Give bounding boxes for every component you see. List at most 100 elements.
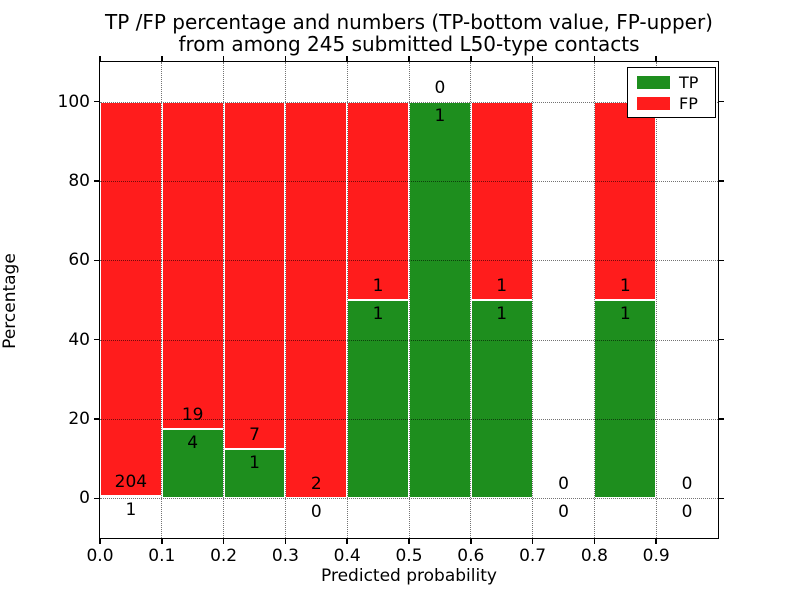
x-tick-top-0.1 — [161, 56, 163, 62]
x-tick-top-0.3 — [284, 56, 287, 62]
legend-entry-tp: TP — [628, 72, 715, 93]
bar-segment-fp-0 — [100, 101, 162, 497]
y-tick-right-40 — [718, 338, 724, 341]
bar-segment-tp-6 — [470, 300, 533, 499]
y-tick-right-0 — [718, 497, 724, 500]
x-tick-top-0.4 — [346, 56, 348, 62]
y-tick-left-40 — [94, 338, 100, 341]
y-tick-label-60: 60 — [68, 250, 90, 271]
chart-title-line2: from among 245 submitted L50-type contac… — [178, 32, 640, 56]
y-tick-label-100: 100 — [57, 91, 90, 112]
y-tick-label-0: 0 — [79, 488, 90, 509]
tp-count-label-4: 1 — [372, 304, 384, 324]
chart-title-line1: TP /FP percentage and numbers (TP-bottom… — [105, 10, 713, 34]
fp-count-label-8: 1 — [619, 276, 631, 296]
tp-count-label-3: 0 — [310, 502, 322, 523]
x-tick-top-0.2 — [222, 56, 225, 62]
tp-count-label-9: 0 — [681, 502, 693, 523]
x-tick-label-0.1: 0.1 — [148, 546, 176, 566]
x-tick-label-0.4: 0.4 — [333, 546, 361, 566]
x-tick-label-0.6: 0.6 — [457, 546, 485, 566]
legend-label-tp: TP — [679, 72, 699, 92]
bar-segment-fp-2 — [223, 101, 286, 449]
gridline-v-0.1 — [161, 62, 163, 538]
y-tick-left-80 — [94, 180, 100, 182]
gridline-v-0.9 — [655, 62, 657, 538]
legend-entry-fp: FP — [628, 93, 715, 114]
gridline-v-0.3 — [284, 62, 286, 538]
fp-count-label-4: 1 — [372, 276, 384, 296]
gridline-v-0.5 — [408, 62, 410, 538]
fp-count-label-2: 7 — [249, 424, 260, 445]
chart-title: TP /FP percentage and numbers (TP-bottom… — [100, 11, 718, 55]
fp-count-label-6: 1 — [496, 276, 508, 296]
tp-count-label-5: 1 — [434, 105, 446, 126]
x-axis-label: Predicted probability — [321, 566, 497, 586]
x-tick-bottom-0.1 — [161, 538, 163, 544]
fp-count-label-3: 2 — [310, 474, 322, 495]
tp-count-label-2: 1 — [249, 452, 260, 473]
y-tick-left-20 — [94, 418, 100, 420]
y-tick-left-60 — [94, 259, 100, 262]
gridline-v-0.7 — [532, 62, 534, 538]
y-tick-right-100 — [718, 100, 724, 103]
x-tick-bottom-0.4 — [346, 538, 348, 544]
bar-segment-tp-8 — [594, 300, 657, 499]
tp-count-label-0: 1 — [125, 500, 137, 521]
x-tick-top-0.9 — [655, 56, 657, 62]
fp-count-label-9: 0 — [681, 474, 693, 495]
x-tick-label-0.8: 0.8 — [580, 546, 608, 566]
x-tick-bottom-0.3 — [284, 538, 287, 544]
x-tick-top-0.7 — [531, 56, 534, 62]
x-tick-bottom-0.9 — [655, 538, 657, 544]
x-tick-bottom-0.6 — [470, 538, 472, 544]
tp-count-label-7: 0 — [558, 502, 569, 523]
bar-segment-tp-1 — [161, 429, 224, 499]
bar-segment-fp-3 — [285, 101, 348, 499]
y-tick-right-60 — [718, 259, 724, 262]
y-tick-label-20: 20 — [68, 409, 90, 429]
fp-count-label-1: 19 — [181, 405, 204, 426]
x-tick-bottom-0 — [99, 538, 101, 544]
x-tick-label-0.3: 0.3 — [271, 546, 299, 566]
legend: TP FP — [627, 67, 716, 118]
legend-swatch-tp-icon — [637, 76, 670, 89]
x-tick-label-0.2: 0.2 — [210, 546, 238, 566]
x-tick-bottom-0.2 — [222, 538, 225, 544]
y-tick-label-80: 80 — [68, 171, 90, 191]
x-tick-top-0.6 — [470, 56, 472, 62]
fp-count-label-7: 0 — [558, 474, 569, 495]
bar-segment-fp-1 — [161, 101, 224, 430]
x-tick-bottom-0.7 — [531, 538, 534, 544]
gridline-v-0.6 — [470, 62, 472, 538]
y-tick-right-80 — [718, 180, 724, 182]
x-tick-label-0.7: 0.7 — [519, 546, 547, 566]
y-axis-label: Percentage — [0, 253, 20, 349]
y-tick-left-100 — [94, 100, 100, 103]
x-tick-top-0.5 — [408, 56, 410, 62]
legend-label-fp: FP — [679, 93, 698, 113]
x-tick-label-0.9: 0.9 — [642, 546, 670, 566]
bar-segment-tp-5 — [409, 101, 471, 499]
bar-segment-tp-4 — [347, 300, 409, 499]
gridline-v-0.4 — [346, 62, 348, 538]
x-tick-label-0.5: 0.5 — [395, 546, 423, 566]
gridline-v-0.8 — [593, 62, 595, 538]
x-tick-top-0 — [99, 56, 101, 62]
legend-swatch-fp-icon — [637, 97, 670, 110]
y-tick-label-40: 40 — [68, 329, 90, 350]
gridline-v-0.2 — [223, 62, 225, 538]
x-tick-label-0: 0.0 — [86, 546, 114, 566]
fp-count-label-0: 204 — [114, 472, 148, 493]
x-tick-bottom-0.8 — [593, 538, 596, 544]
tp-count-label-1: 4 — [187, 433, 199, 454]
x-tick-top-0.8 — [593, 56, 596, 62]
tp-count-label-8: 1 — [619, 304, 631, 324]
bar-segment-fp-8 — [594, 101, 657, 300]
y-tick-right-20 — [718, 418, 724, 420]
x-tick-bottom-0.5 — [408, 538, 410, 544]
fp-count-label-5: 0 — [434, 77, 446, 98]
bar-segment-fp-6 — [470, 101, 533, 300]
bar-segment-fp-4 — [347, 101, 409, 300]
